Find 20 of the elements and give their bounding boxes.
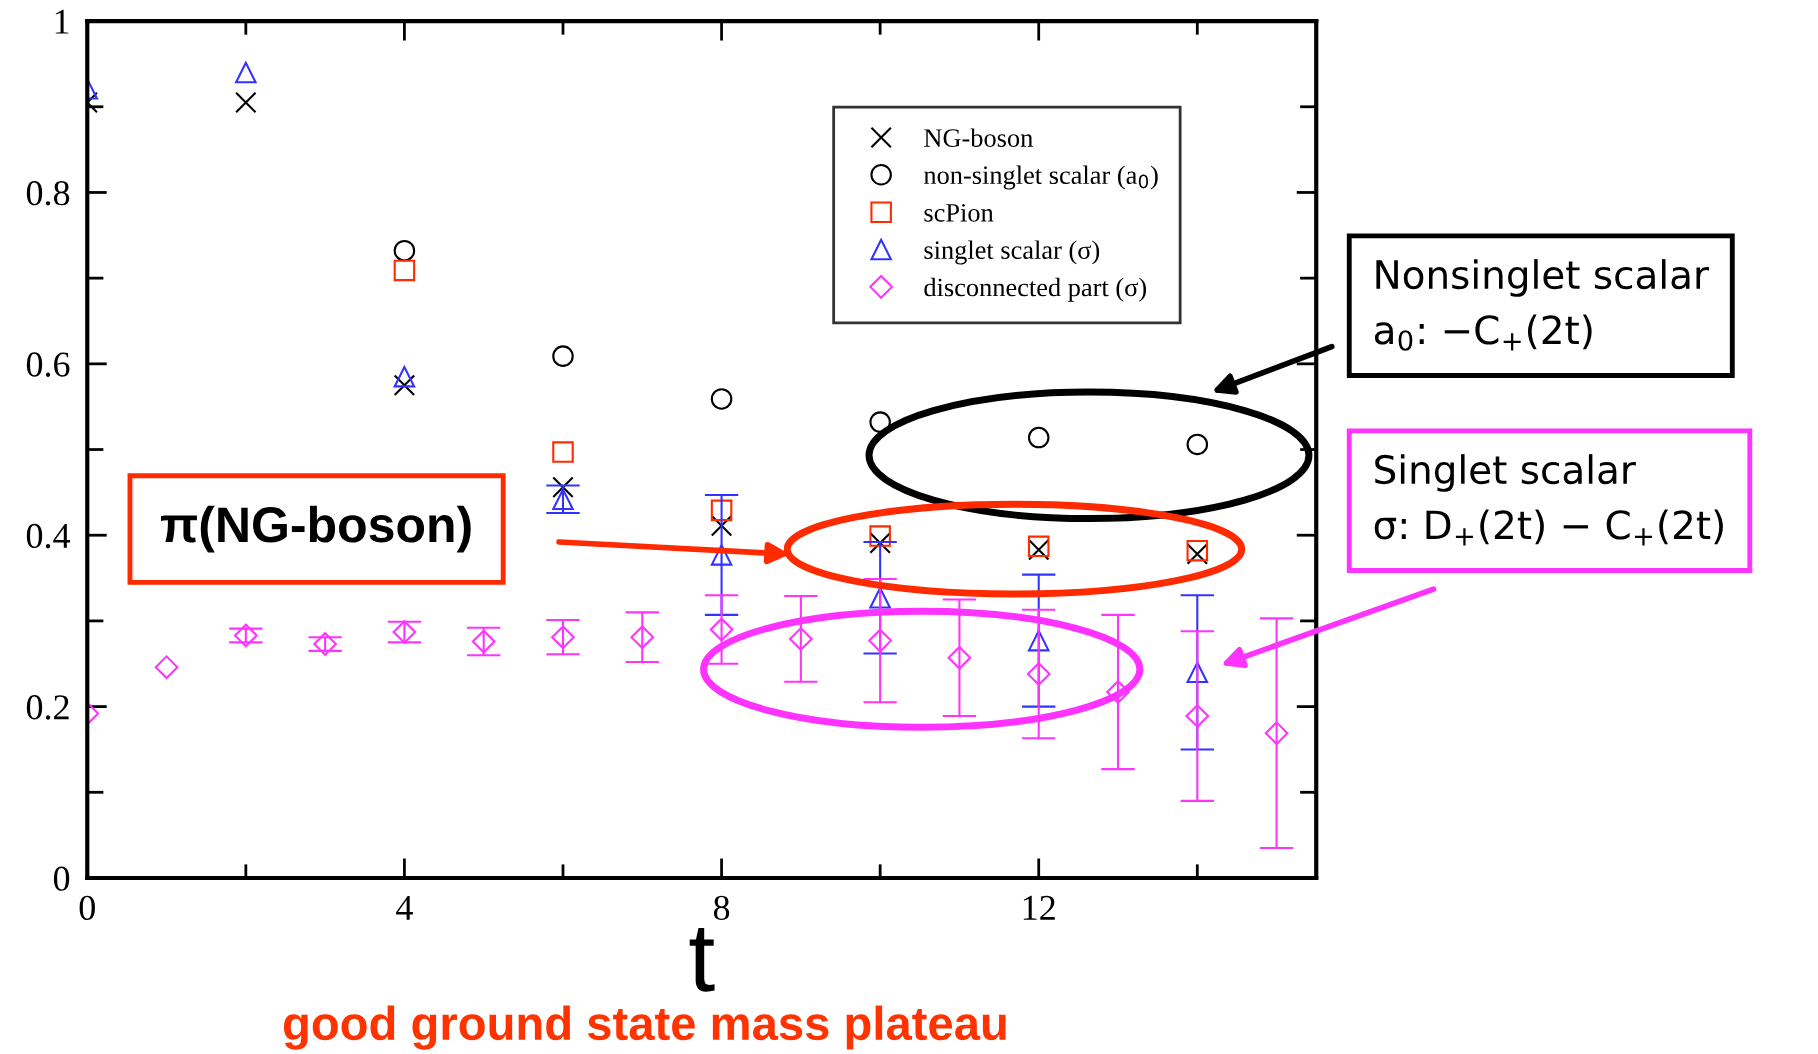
x-axis-title: t [689,928,715,992]
x-tick-label: 12 [1023,895,1055,920]
legend-label: disconnected part (σ) [924,277,1146,302]
text: good ground state mass plateau [283,1005,1006,1050]
legend-label: non-singlet scalar (a$_{0}$) [923,165,1158,190]
legend-label: NG-boson [924,128,1033,147]
y-tick-label: 0.6 [26,352,70,377]
text: Singlet scalar σ: D$_{+}$(2t) − C$_{+}$(2t) [1374,454,1723,546]
y-tick-label: 0.2 [26,695,69,720]
y-tick-label: 1 [55,9,69,34]
y-tick-label: 0.4 [26,523,71,549]
x-tick-label: 8 [713,895,730,921]
x-tick-label: 0 [79,895,95,921]
y-tick-label: 0 [53,866,70,891]
legend-label: scPion [924,203,994,222]
annotation: π(NG-boson) [161,505,471,553]
y-tick-label: 0.8 [26,180,70,206]
text: Nonsinglet scalar a$_{0}$: −C$_{+}$(2t) [1374,259,1709,351]
x-tick-label: 4 [396,895,413,920]
legend-label: singlet scalar (σ) [924,240,1100,265]
